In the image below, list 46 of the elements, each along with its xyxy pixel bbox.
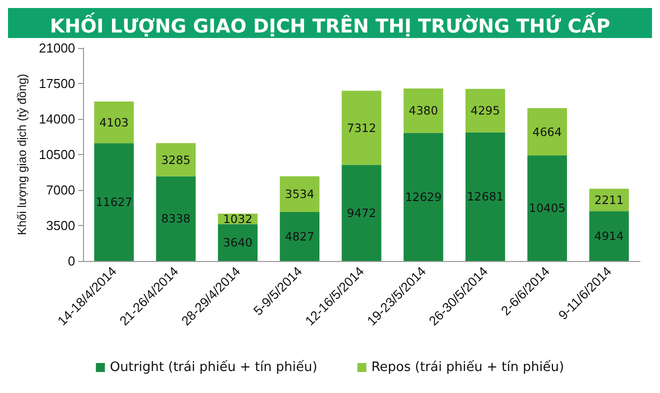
bar [94, 143, 134, 261]
data-label: 2211 [594, 192, 624, 207]
data-label: 10405 [528, 201, 566, 216]
data-label: 4103 [99, 115, 129, 130]
bar [465, 88, 506, 132]
data-label: 3534 [285, 187, 314, 202]
bar [404, 88, 444, 133]
bar [342, 90, 382, 165]
y-tick-label: 0 [68, 254, 76, 268]
legend-label: Outright (trái phiếu + tín phiếu) [110, 360, 318, 375]
data-label: 1032 [223, 212, 252, 226]
bar [280, 176, 320, 212]
data-label: 11627 [96, 195, 132, 210]
y-tick-label: 17500 [38, 76, 76, 91]
data-label: 3640 [223, 236, 252, 250]
y-tick-label: 14000 [38, 112, 76, 126]
bar [589, 211, 629, 261]
y-tick-label: 3500 [46, 218, 76, 233]
bar [280, 212, 320, 261]
data-label: 12629 [405, 190, 442, 204]
bar [465, 132, 506, 261]
data-label: 4827 [285, 230, 314, 244]
bar [527, 108, 567, 156]
bar [94, 101, 134, 144]
data-label: 8338 [161, 212, 191, 226]
y-tick-label: 10500 [38, 147, 76, 162]
y-tick-label: 7000 [46, 182, 76, 198]
data-label: 12681 [466, 190, 504, 204]
y-tick-label: 21000 [38, 40, 76, 56]
data-label: 9472 [346, 206, 376, 220]
bar [342, 164, 382, 261]
chart-title: KHỐI LƯỢNG GIAO DỊCH TRÊN THỊ TRƯỜNG THỨ CẤP [50, 12, 610, 38]
bar [156, 143, 196, 176]
bar [589, 188, 629, 212]
data-label: 4914 [594, 229, 624, 244]
data-label: 7312 [346, 120, 376, 135]
legend-label: Repos (trái phiếu + tín phiếu) [371, 360, 564, 375]
bar [218, 224, 258, 261]
data-label: 4380 [408, 104, 438, 118]
data-label: 4664 [532, 124, 562, 139]
bar [527, 155, 567, 261]
bar [156, 176, 196, 261]
y-axis-title: Khối lượng giao dịch (tỷ đồng) [15, 74, 29, 236]
data-label: 4295 [470, 104, 500, 118]
bar [404, 132, 444, 261]
data-label: 3285 [161, 152, 191, 167]
